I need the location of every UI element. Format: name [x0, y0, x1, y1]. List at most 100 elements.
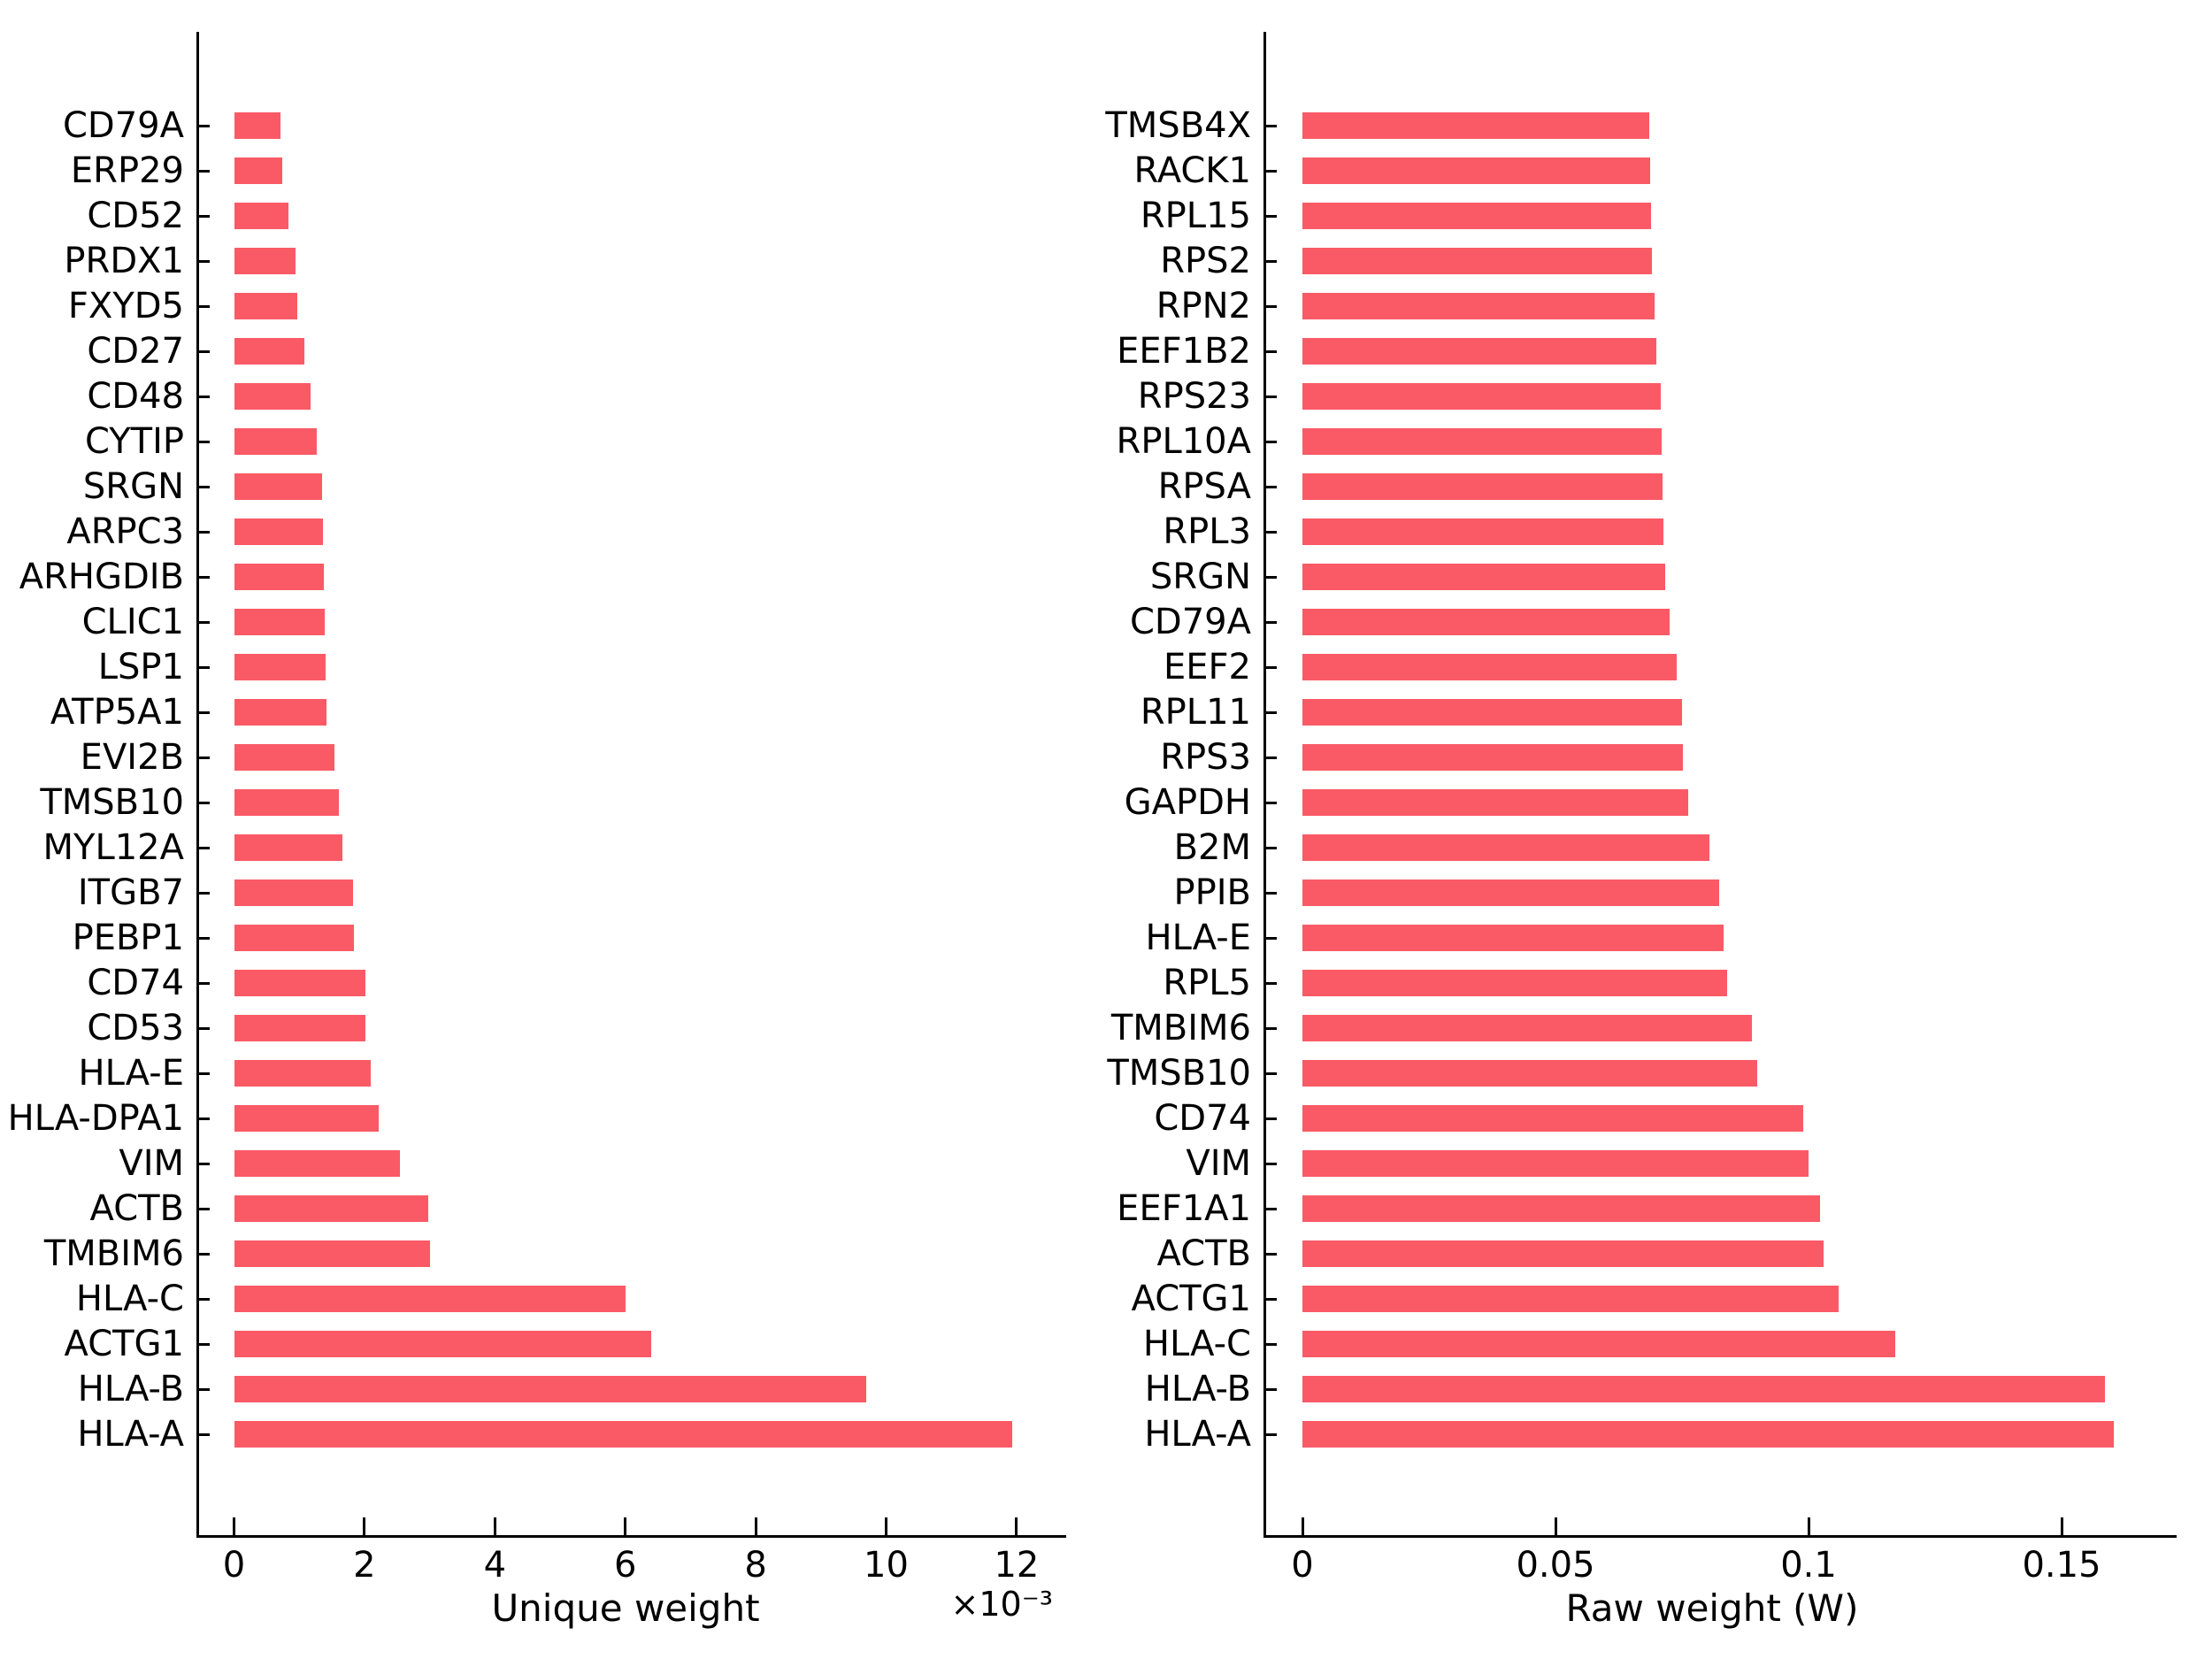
- gene-label: HLA-E: [78, 1053, 184, 1094]
- gene-label: PPIB: [1173, 872, 1251, 913]
- y-tick-mark: [196, 124, 210, 127]
- y-tick-mark: [1263, 1207, 1277, 1210]
- gene-label: CLIC1: [81, 602, 184, 642]
- y-tick-mark: [1263, 349, 1277, 353]
- bar: [234, 428, 318, 455]
- gene-label: RPL3: [1163, 511, 1251, 552]
- y-tick-mark: [196, 1387, 210, 1391]
- gene-label: FXYD5: [67, 286, 184, 326]
- gene-label: RPN2: [1156, 286, 1251, 326]
- y-tick-mark: [196, 1026, 210, 1030]
- bar: [1302, 1240, 1824, 1267]
- bar: [234, 157, 283, 184]
- y-tick-mark: [196, 440, 210, 443]
- y-tick-mark: [1263, 620, 1277, 624]
- gene-label: ACTG1: [1131, 1279, 1251, 1319]
- y-tick-mark: [1263, 936, 1277, 940]
- x-tick-label: 0.05: [1516, 1545, 1595, 1586]
- x-axis-line: [196, 1535, 1066, 1538]
- gene-label: SRGN: [82, 466, 184, 507]
- y-tick-mark: [1263, 1117, 1277, 1120]
- x-tick-label: 4: [483, 1545, 507, 1586]
- x-axis-title: Raw weight (W): [1565, 1586, 1859, 1630]
- gene-label: EEF2: [1163, 647, 1251, 687]
- x-tick-label: 10: [864, 1545, 909, 1586]
- gene-label: ACTG1: [64, 1324, 184, 1364]
- gene-label: HLA-DPA1: [7, 1098, 184, 1139]
- bar: [1302, 338, 1657, 365]
- x-tick-label: 0: [222, 1545, 246, 1586]
- gene-label: ITGB7: [77, 872, 184, 913]
- x-tick-mark: [1301, 1517, 1304, 1535]
- y-tick-mark: [196, 1342, 210, 1346]
- x-axis-line: [1263, 1535, 2177, 1538]
- gene-label: CD79A: [1130, 602, 1251, 642]
- y-tick-mark: [196, 620, 210, 624]
- bar: [234, 699, 327, 726]
- bar: [234, 473, 322, 500]
- gene-label: GAPDH: [1124, 782, 1251, 823]
- bar: [234, 112, 280, 139]
- bar: [1302, 1286, 1839, 1312]
- y-tick-mark: [196, 891, 210, 895]
- gene-label: PEBP1: [72, 918, 184, 958]
- gene-label: RPL5: [1163, 963, 1251, 1003]
- bar: [1302, 834, 1710, 861]
- x-tick-mark: [624, 1517, 627, 1535]
- gene-label: HLA-A: [1144, 1414, 1251, 1455]
- y-tick-mark: [196, 846, 210, 849]
- bar: [1302, 699, 1682, 726]
- y-tick-mark: [1263, 1071, 1277, 1075]
- bar: [1302, 789, 1688, 816]
- bar: [1302, 518, 1664, 545]
- gene-label: ERP29: [70, 150, 184, 191]
- y-tick-mark: [1263, 1162, 1277, 1165]
- y-tick-mark: [1263, 575, 1277, 579]
- bar: [1302, 473, 1663, 500]
- y-tick-mark: [1263, 1026, 1277, 1030]
- gene-label: CD53: [87, 1008, 184, 1048]
- y-tick-mark: [1263, 214, 1277, 218]
- y-tick-mark: [196, 259, 210, 263]
- bar: [1302, 1331, 1895, 1357]
- y-tick-mark: [196, 530, 210, 534]
- bar: [1302, 1150, 1809, 1177]
- y-tick-mark: [196, 1117, 210, 1120]
- bar: [1302, 1376, 2105, 1402]
- bar: [234, 970, 365, 996]
- x-tick-label: 12: [994, 1545, 1040, 1586]
- x-axis-title: Unique weight: [491, 1586, 760, 1630]
- gene-label: TMSB10: [1107, 1053, 1251, 1094]
- y-tick-mark: [196, 801, 210, 804]
- bar: [1302, 564, 1665, 590]
- gene-label: B2M: [1173, 827, 1251, 868]
- gene-label: EEF1B2: [1117, 331, 1251, 372]
- y-tick-mark: [1263, 665, 1277, 669]
- bar: [234, 383, 311, 410]
- axis-offset-text: ×10⁻³: [950, 1585, 1053, 1624]
- bar: [1302, 203, 1651, 229]
- bar: [234, 1421, 1013, 1448]
- bar: [234, 1060, 372, 1087]
- y-tick-mark: [1263, 440, 1277, 443]
- bar: [234, 248, 296, 274]
- gene-label: HLA-B: [77, 1369, 184, 1409]
- y-tick-mark: [1263, 846, 1277, 849]
- gene-label: CD48: [87, 376, 184, 417]
- y-tick-mark: [196, 710, 210, 714]
- bar: [234, 564, 325, 590]
- y-tick-mark: [1263, 1432, 1277, 1436]
- x-tick-mark: [2060, 1517, 2063, 1535]
- bar: [1302, 609, 1671, 635]
- gene-label: SRGN: [1149, 557, 1251, 597]
- bar: [234, 518, 324, 545]
- bar: [1302, 1195, 1821, 1222]
- x-tick-mark: [754, 1517, 757, 1535]
- y-tick-mark: [196, 349, 210, 353]
- bar: [1302, 1015, 1752, 1041]
- y-tick-mark: [196, 1162, 210, 1165]
- y-tick-mark: [1263, 1342, 1277, 1346]
- bar: [234, 293, 297, 319]
